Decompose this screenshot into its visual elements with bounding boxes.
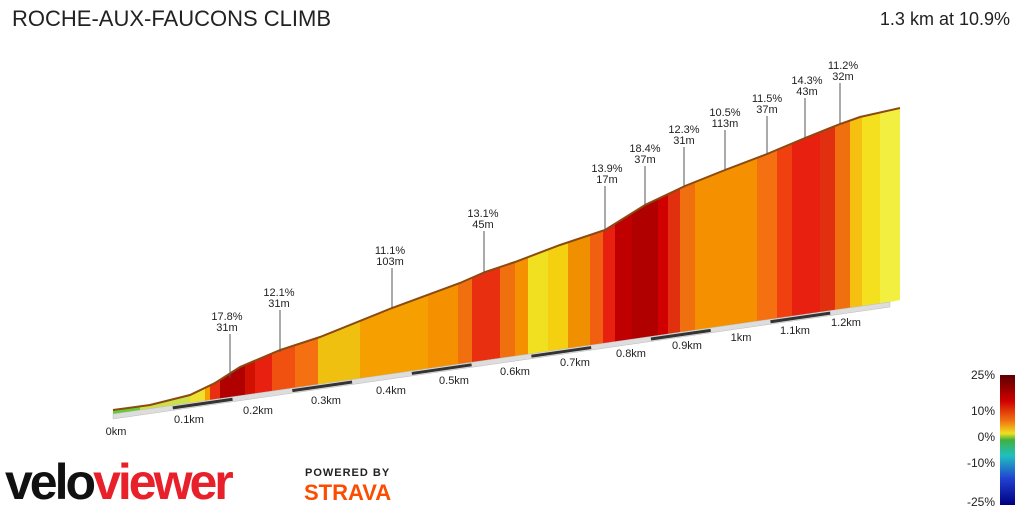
gradient-segment <box>458 108 473 414</box>
annotation-length: 37m <box>756 104 777 116</box>
distance-label: 0.1km <box>174 414 204 426</box>
annotation-length: 17m <box>596 174 617 186</box>
gradient-segment <box>245 108 256 414</box>
gradient-segment <box>668 108 681 414</box>
legend-bar <box>1000 375 1015 505</box>
annotation-length: 103m <box>376 256 404 268</box>
ridge-line <box>112 107 901 411</box>
legend-label: -10% <box>967 456 995 470</box>
distance-label: 1.1km <box>780 325 810 337</box>
gradient-segment <box>255 108 273 414</box>
annotation-length: 31m <box>268 298 289 310</box>
annotation-grade: 11.2% <box>828 60 859 72</box>
distance-label: 0.5km <box>439 375 469 387</box>
distance-label: 0.4km <box>376 385 406 397</box>
annotation-grade: 12.3% <box>668 124 699 136</box>
distance-label: 1km <box>731 332 752 344</box>
legend-label: -25% <box>967 495 995 509</box>
distance-label: 0.9km <box>672 340 702 352</box>
km-dash <box>411 363 472 375</box>
km-dash <box>531 346 592 358</box>
gradient-segment <box>603 108 616 414</box>
gradient-segment <box>210 108 221 414</box>
legend-label: 0% <box>978 430 996 444</box>
annotation-length: 31m <box>673 135 694 147</box>
gradient-segment <box>820 108 836 414</box>
gradient-segment <box>680 108 696 414</box>
gradient-segment <box>190 108 206 414</box>
gradient-segment <box>658 108 669 414</box>
title: ROCHE-AUX-FAUCONS CLIMB <box>12 6 331 31</box>
annotation-grade: 18.4% <box>629 143 660 155</box>
km-dash <box>770 311 831 324</box>
distance-label: 0.3km <box>311 395 341 407</box>
gradient-segment <box>272 108 296 414</box>
gradient-segment <box>590 108 604 414</box>
km-dash <box>172 397 233 410</box>
gradient-segment <box>792 108 821 414</box>
annotation-grade: 11.5% <box>752 93 783 105</box>
gradient-segment <box>695 108 758 414</box>
annotation-length: 31m <box>216 322 237 334</box>
legend-label: 10% <box>971 404 995 418</box>
annotation-grade: 12.1% <box>263 287 294 299</box>
gradient-segment <box>318 108 361 414</box>
annotation-grade: 11.1% <box>375 245 406 257</box>
km-dash <box>292 380 353 393</box>
gradient-segment <box>205 108 211 414</box>
gradient-segment <box>528 108 549 414</box>
distance-label: 1.2km <box>831 317 861 329</box>
gradient-segment <box>548 108 569 414</box>
gradient-segment <box>295 108 319 414</box>
gradient-segment <box>862 108 881 414</box>
annotation-grade: 10.5% <box>709 107 740 119</box>
annotation-grade: 13.1% <box>467 208 498 220</box>
gradient-segment <box>472 108 501 414</box>
gradient-segment <box>568 108 591 414</box>
logo-part: viewer <box>93 454 233 510</box>
annotation-length: 37m <box>634 154 655 166</box>
annotation-length: 32m <box>832 71 853 83</box>
gradient-segment <box>113 108 141 414</box>
distance-label: 0.8km <box>616 348 646 360</box>
legend-label: 25% <box>971 368 995 382</box>
distance-label: 0.2km <box>243 405 273 417</box>
annotation-length: 43m <box>796 86 817 98</box>
powered-by: POWERED BY <box>305 467 390 479</box>
gradient-segment <box>835 108 851 414</box>
annotation-grade: 17.8% <box>211 311 242 323</box>
gradient-segment <box>880 108 900 414</box>
distance-label: 0.7km <box>560 357 590 369</box>
logo-part: velo <box>5 454 95 510</box>
distance-label: 0.6km <box>500 366 530 378</box>
gradient-segment <box>850 108 863 414</box>
annotation-length: 45m <box>472 219 493 231</box>
logo: veloviewer <box>5 454 233 510</box>
distance-label: 0km <box>106 426 127 438</box>
km-dash <box>650 328 711 341</box>
annotation-grade: 13.9% <box>591 163 622 175</box>
annotation-grade: 14.3% <box>791 75 822 87</box>
strava: STRAVA <box>304 480 391 505</box>
annotation-length: 113m <box>712 118 739 130</box>
summary: 1.3 km at 10.9% <box>880 9 1010 29</box>
gradient-segment <box>140 108 191 414</box>
